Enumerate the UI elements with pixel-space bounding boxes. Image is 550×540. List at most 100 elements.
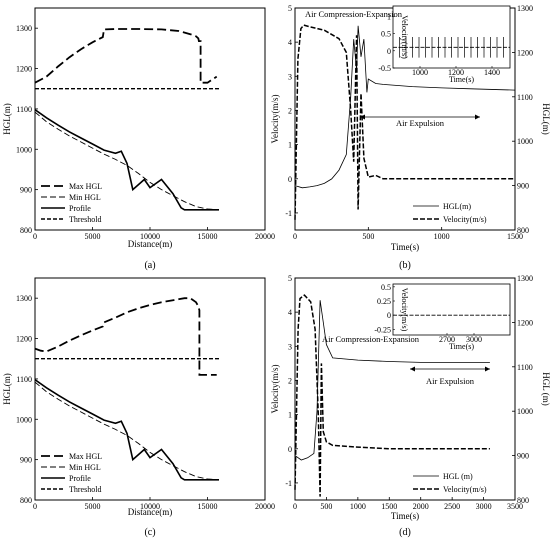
series-line-min-hgl (34, 381, 220, 481)
legend-entry: Profile (69, 204, 91, 213)
y-tick-label: 5 (288, 4, 292, 13)
y-tick-label: 3 (288, 342, 292, 351)
inset-y-tick-label: -0.5 (378, 64, 391, 73)
panel-label: (d) (399, 527, 411, 538)
y-right-tick-label: 1200 (517, 48, 533, 57)
text-labels: 0 5000 10000 15000 2000080090010001100120013… (2, 4, 550, 538)
y-tick-label: 900 (20, 186, 32, 195)
y-right-tick-label: 900 (517, 452, 529, 461)
legend-entry: Max HGL (69, 452, 102, 461)
x-axis-label: Distance(m) (128, 507, 172, 517)
y-tick-label: 800 (20, 226, 32, 235)
panel-label: (c) (144, 527, 155, 538)
x-tick-label: 1500 (381, 502, 397, 511)
y-tick-label: -1 (285, 479, 292, 488)
y-right-tick-label: 800 (517, 226, 529, 235)
y-tick-label: 4 (288, 38, 292, 47)
y-right-tick-label: 800 (517, 496, 529, 505)
panel-label: (a) (144, 260, 155, 271)
y-right-axis-label: HGL (m) (541, 372, 550, 405)
y-tick-label: 4 (288, 308, 292, 317)
y-right-tick-label: 1300 (517, 4, 533, 13)
x-tick-label: 20000 (255, 232, 275, 241)
inset-y-axis-label: Velocity(m/s) (400, 15, 409, 59)
x-tick-label: 20000 (255, 502, 275, 511)
annotation-compression: Air Compression-Expansion (322, 334, 420, 344)
y-right-tick-label: 1200 (517, 318, 533, 327)
y-tick-label: 1 (288, 141, 292, 150)
y-axis-label: HGL(m) (2, 103, 12, 135)
inset-x-tick-label: 2700 (439, 335, 455, 344)
legend-entry: HGL(m) (443, 202, 471, 211)
y-tick-label: 2 (288, 106, 292, 115)
legend-entry: Max HGL (69, 182, 102, 191)
y-tick-label: 1 (288, 411, 292, 420)
expulsion-arrow-head-right (485, 366, 490, 372)
y-tick-label: 1100 (16, 105, 32, 114)
legend-entry: Threshold (69, 215, 101, 224)
y-right-tick-label: 900 (517, 182, 529, 191)
annotation-expulsion: Air Expulsion (426, 376, 475, 386)
x-tick-label: 2000 (413, 502, 429, 511)
inset-y-tick-label: 0.5 (381, 283, 391, 292)
x-tick-label: 3500 (507, 502, 523, 511)
inset-y-tick-label: 1 (387, 12, 391, 21)
inset-x-tick-label: 1200 (448, 68, 464, 77)
y-tick-label: 1300 (16, 294, 32, 303)
series-line-max-hgl (34, 28, 218, 84)
x-tick-label: 3000 (476, 502, 492, 511)
inset-y-tick-label: 0.25 (377, 297, 391, 306)
x-tick-label: 10000 (140, 232, 160, 241)
y-tick-label: 0 (288, 175, 292, 184)
x-tick-label: 15000 (198, 502, 218, 511)
annotation-expulsion: Air Expulsion (396, 118, 445, 128)
series-line-profile (34, 109, 219, 211)
y-axis-label: Velocity(m/s) (270, 95, 280, 144)
x-tick-label: 2500 (444, 502, 460, 511)
plot-marks (34, 24, 516, 497)
series-line-max-hgl (34, 297, 217, 376)
legend-entry: Velocity(m/s) (443, 215, 487, 224)
expulsion-arrow-head-left (410, 366, 415, 372)
inset-frame (392, 283, 511, 336)
x-tick-label: 5000 (85, 502, 101, 511)
y-tick-label: 2 (288, 376, 292, 385)
y-right-tick-label: 1300 (517, 274, 533, 283)
y-tick-label: 1100 (16, 375, 32, 384)
inset-x-tick-label: 1400 (484, 68, 500, 77)
x-tick-label: 1000 (434, 232, 450, 241)
x-tick-label: 0 (33, 502, 37, 511)
x-tick-label: 1000 (350, 502, 366, 511)
x-tick-label: 0 (293, 232, 297, 241)
annotation-compression: Air Compression-Expansion (305, 9, 403, 19)
y-right-tick-label: 1000 (517, 407, 533, 416)
x-axis-label: Distance(m) (128, 239, 172, 249)
x-tick-label: 500 (320, 502, 332, 511)
x-tick-label: 0 (33, 232, 37, 241)
series-line-hgl (294, 300, 490, 461)
axes-frame-3 (294, 277, 516, 501)
y-right-tick-label: 1100 (517, 93, 533, 102)
inset-y-tick-label: -0.25 (374, 325, 391, 334)
y-tick-label: 900 (20, 456, 32, 465)
legend-entry: Threshold (69, 485, 101, 494)
y-tick-label: 800 (20, 496, 32, 505)
y-axis-label: HGL(m) (2, 373, 12, 405)
y-axis-label: Velocity(m/s) (270, 365, 280, 414)
legend-entry: HGL (m) (443, 472, 473, 481)
y-tick-label: 5 (288, 274, 292, 283)
series-line-hgl (294, 25, 516, 189)
y-tick-label: 1000 (16, 145, 32, 154)
x-tick-label: 15000 (198, 232, 218, 241)
y-tick-label: 1200 (16, 65, 32, 74)
expulsion-arrow-head-right (475, 114, 480, 120)
legend-entry: Min HGL (69, 463, 101, 472)
x-tick-label: 1500 (507, 232, 523, 241)
inset-y-tick-label: 0 (387, 47, 391, 56)
inset-x-axis-label: Time(s) (449, 75, 474, 84)
inset-y-axis-label: Velocity(m/s) (400, 288, 409, 332)
y-tick-label: 1200 (16, 335, 32, 344)
panel-label: (b) (399, 260, 411, 271)
y-tick-label: -1 (285, 209, 292, 218)
x-axis-label: Time(s) (391, 242, 419, 252)
